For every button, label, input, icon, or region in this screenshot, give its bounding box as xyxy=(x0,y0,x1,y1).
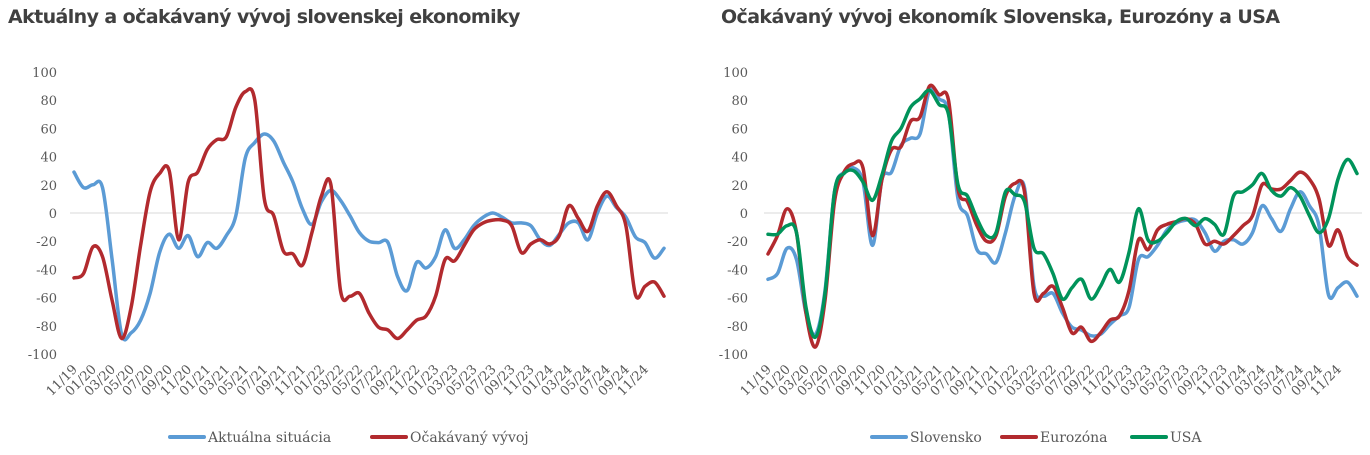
y-tick-label: 80 xyxy=(40,94,57,109)
y-tick-label: 60 xyxy=(40,122,57,137)
y-tick-label: 40 xyxy=(40,151,57,166)
y-tick-label: 80 xyxy=(731,94,748,109)
y-tick-label: 100 xyxy=(723,66,748,81)
y-tick-label: -40 xyxy=(36,263,57,278)
chart-title-left: Aktuálny a očakávaný vývoj slovenskej ek… xyxy=(8,6,520,28)
chart-title-right: Očakávaný vývoj ekonomík Slovenska, Euro… xyxy=(721,6,1280,28)
y-tick-label: 20 xyxy=(40,179,57,194)
y-tick-label: -60 xyxy=(727,292,748,307)
legend-item[interactable]: Aktuálna situácia xyxy=(168,430,331,446)
legend-label: Aktuálna situácia xyxy=(207,430,331,446)
y-tick-label: 0 xyxy=(49,207,57,222)
y-tick-label: 40 xyxy=(731,151,748,166)
series-line-Eurozóna xyxy=(766,83,1359,349)
y-tick-label: -60 xyxy=(36,292,57,307)
y-tick-label: -40 xyxy=(727,263,748,278)
y-tick-label: -80 xyxy=(727,320,748,335)
y-tick-label: -100 xyxy=(28,348,57,363)
chart-right: 100806040200-20-40-60-80-10011/1901/2003… xyxy=(719,66,1362,446)
series-line-USA xyxy=(766,88,1359,339)
y-tick-label: -20 xyxy=(727,235,748,250)
legend-label: Očakávaný vývoj xyxy=(410,429,529,446)
chart-left: 100806040200-20-40-60-80-10011/1901/2003… xyxy=(28,66,668,446)
y-tick-label: 20 xyxy=(731,179,748,194)
y-tick-label: -100 xyxy=(719,348,748,363)
series-line-Očakávaný vývoj xyxy=(72,87,666,341)
legend-item[interactable]: Eurozóna xyxy=(1000,430,1108,446)
series-line-Aktuálna situácia xyxy=(72,132,666,342)
y-tick-label: -80 xyxy=(36,320,57,335)
legend-label: USA xyxy=(1170,430,1202,446)
y-tick-label: 0 xyxy=(740,207,748,222)
y-tick-label: -20 xyxy=(36,235,57,250)
legend-item[interactable]: Očakávaný vývoj xyxy=(370,429,529,446)
legend-item[interactable]: Slovensko xyxy=(870,430,982,446)
y-tick-label: 60 xyxy=(731,122,748,137)
legend-item[interactable]: USA xyxy=(1130,430,1202,446)
legend-label: Eurozóna xyxy=(1040,430,1108,446)
y-tick-label: 100 xyxy=(32,66,57,81)
legend-label: Slovensko xyxy=(910,430,982,446)
